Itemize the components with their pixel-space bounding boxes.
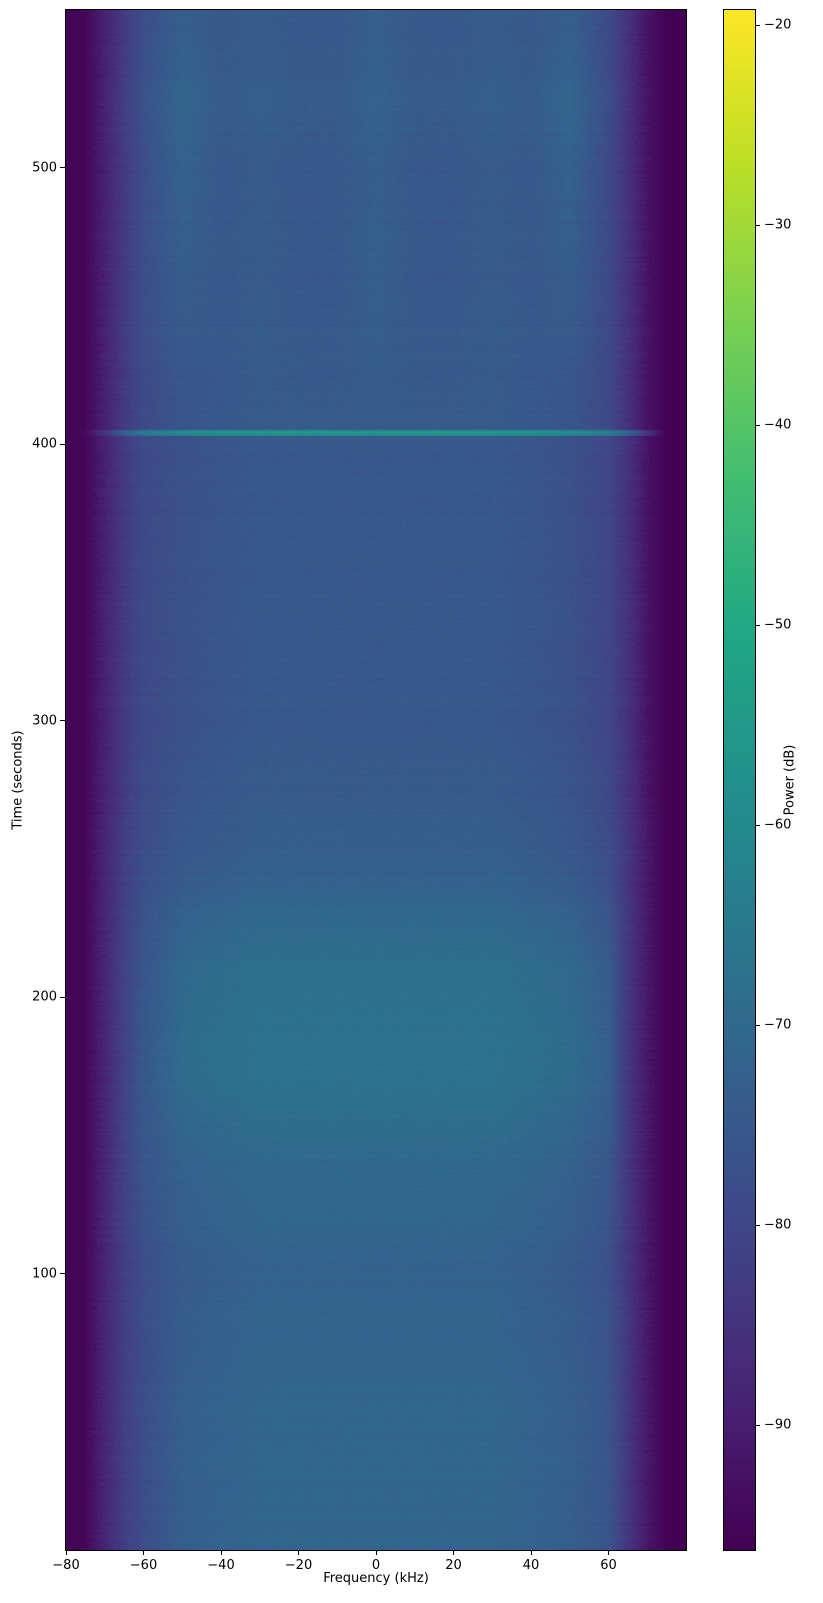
colorbar-gradient <box>724 10 755 1550</box>
colorbar-tick-mark <box>755 424 760 426</box>
colorbar-tick-label: −60 <box>764 817 792 833</box>
y-tick-mark <box>60 996 65 998</box>
y-tick-label: 100 <box>32 1266 57 1282</box>
colorbar-tick-mark <box>755 1424 760 1426</box>
colorbar-tick-mark <box>755 824 760 826</box>
x-tick-mark <box>608 1550 609 1555</box>
colorbar-tick-mark <box>755 1224 760 1226</box>
x-tick-label: 0 <box>371 1558 381 1573</box>
colorbar-tick-label: −40 <box>764 417 792 433</box>
x-tick-label: −80 <box>52 1558 80 1573</box>
colorbar <box>723 9 756 1551</box>
x-tick-mark <box>453 1550 454 1555</box>
x-tick-label: −60 <box>129 1558 158 1573</box>
colorbar-tick-mark <box>755 224 760 226</box>
colorbar-tick-label: −20 <box>764 17 792 33</box>
x-tick-label: −20 <box>284 1558 313 1573</box>
x-tick-label: 20 <box>445 1558 462 1573</box>
colorbar-tick-mark <box>755 24 760 26</box>
colorbar-tick-label: −70 <box>764 1017 792 1033</box>
y-tick-label: 300 <box>32 713 57 729</box>
x-tick-label: −40 <box>207 1558 235 1573</box>
colorbar-tick-label: −80 <box>764 1217 792 1233</box>
x-tick-mark <box>375 1550 377 1555</box>
x-tick-label: 60 <box>600 1558 617 1573</box>
x-tick-mark <box>530 1550 532 1555</box>
colorbar-tick-label: −90 <box>764 1417 792 1433</box>
x-tick-mark <box>65 1550 67 1555</box>
y-tick-mark <box>60 167 65 169</box>
y-tick-label: 500 <box>32 160 57 176</box>
spectrogram-image <box>66 10 686 1550</box>
colorbar-frame <box>723 9 756 1551</box>
x-tick-label: 40 <box>522 1558 540 1573</box>
x-axis-label: Frequency (kHz) <box>323 1571 429 1586</box>
x-tick-mark <box>220 1550 222 1555</box>
y-tick-mark <box>60 443 65 445</box>
colorbar-label: Power (dB) <box>782 744 798 816</box>
colorbar-tick-label: −30 <box>764 217 792 233</box>
colorbar-tick-label: −50 <box>764 617 792 633</box>
colorbar-tick-mark <box>755 1024 760 1026</box>
y-tick-mark <box>60 720 65 722</box>
spectrogram-plot-area <box>65 9 687 1551</box>
y-tick-label: 200 <box>32 989 57 1005</box>
plot-frame <box>65 9 687 1551</box>
y-axis-label: Time (seconds) <box>10 730 26 830</box>
y-tick-label: 400 <box>32 436 57 452</box>
x-tick-mark <box>298 1550 299 1555</box>
colorbar-tick-mark <box>755 624 760 626</box>
y-tick-mark <box>60 1273 65 1275</box>
x-tick-mark <box>143 1550 144 1555</box>
